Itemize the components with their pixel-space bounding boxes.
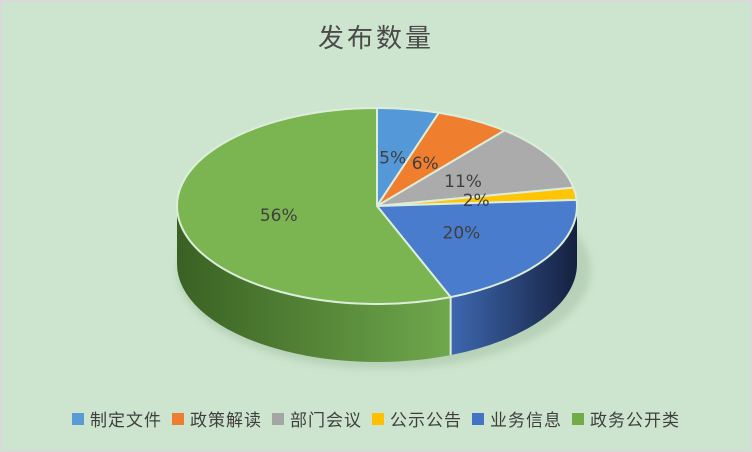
- legend-swatch: [472, 412, 484, 425]
- legend-item-label: 制定文件: [90, 411, 162, 431]
- legend-item-2[interactable]: 部门会议: [272, 406, 362, 431]
- legend-item-5[interactable]: 政务公开类: [572, 406, 680, 431]
- pie-data-label: 11%: [444, 172, 482, 192]
- legend-swatch: [272, 412, 284, 425]
- pie-data-label: 5%: [379, 149, 406, 169]
- legend-item-label: 业务信息: [490, 411, 562, 431]
- chart-legend: 制定文件 政策解读 部门会议 公示公告 业务信息 政务公开类: [2, 406, 750, 431]
- pie-slice-2[interactable]: [376, 129, 575, 207]
- legend-item-0[interactable]: 制定文件: [72, 406, 162, 431]
- pie-data-label: 56%: [260, 206, 298, 226]
- chart-title[interactable]: 发布数量: [317, 24, 434, 54]
- pie-slice-5[interactable]: [176, 107, 452, 305]
- pie-data-label: 6%: [412, 154, 439, 174]
- legend-swatch: [72, 412, 84, 425]
- legend-swatch: [372, 412, 384, 425]
- legend-item-label: 公示公告: [390, 411, 462, 431]
- legend-item-label: 政务公开类: [590, 411, 680, 431]
- pie-slice-side[interactable]: [177, 206, 451, 363]
- legend-item-3[interactable]: 公示公告: [372, 406, 462, 431]
- legend-item-1[interactable]: 政策解读: [172, 406, 262, 431]
- pie-slice-side[interactable]: [450, 206, 578, 356]
- pie-slice-4[interactable]: [376, 198, 578, 299]
- legend-swatch: [572, 412, 584, 425]
- legend-swatch: [172, 412, 184, 425]
- legend-item-label: 政策解读: [190, 411, 262, 431]
- pie-data-label: 20%: [443, 223, 481, 243]
- pie-data-label: 2%: [463, 191, 490, 211]
- legend-item-label: 部门会议: [290, 411, 362, 431]
- legend-item-4[interactable]: 业务信息: [472, 406, 562, 431]
